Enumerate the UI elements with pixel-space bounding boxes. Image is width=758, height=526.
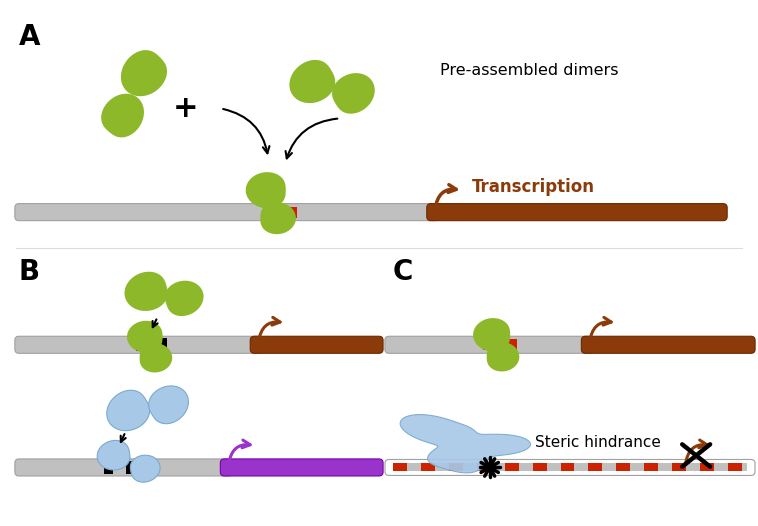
Polygon shape: [102, 94, 144, 137]
Bar: [105, 461, 113, 474]
FancyBboxPatch shape: [15, 204, 439, 221]
FancyBboxPatch shape: [15, 459, 233, 476]
Polygon shape: [400, 414, 531, 473]
Text: Pre-assembled dimers: Pre-assembled dimers: [440, 63, 619, 78]
FancyBboxPatch shape: [581, 336, 755, 353]
FancyBboxPatch shape: [15, 336, 262, 353]
Bar: [672, 463, 686, 471]
Bar: [644, 463, 658, 471]
Text: +: +: [173, 94, 199, 123]
Text: B: B: [19, 258, 40, 286]
Bar: [126, 461, 135, 474]
Polygon shape: [124, 272, 168, 311]
Polygon shape: [121, 50, 167, 96]
Bar: [506, 339, 517, 350]
Text: A: A: [19, 23, 40, 50]
Bar: [728, 463, 742, 471]
Bar: [477, 463, 490, 471]
Polygon shape: [164, 281, 204, 316]
Bar: [714, 463, 728, 471]
Bar: [631, 463, 644, 471]
FancyBboxPatch shape: [427, 204, 727, 221]
Bar: [490, 463, 505, 471]
Bar: [616, 463, 631, 471]
Polygon shape: [107, 390, 149, 431]
Bar: [263, 207, 274, 218]
Polygon shape: [487, 342, 519, 371]
Bar: [742, 463, 747, 471]
Bar: [603, 463, 616, 471]
Polygon shape: [332, 73, 374, 114]
Bar: [393, 463, 407, 471]
Bar: [136, 338, 145, 351]
Polygon shape: [246, 172, 286, 208]
Bar: [560, 463, 575, 471]
Bar: [686, 463, 700, 471]
Polygon shape: [290, 60, 335, 103]
FancyBboxPatch shape: [221, 459, 383, 476]
Bar: [588, 463, 603, 471]
Bar: [533, 463, 547, 471]
Bar: [547, 463, 560, 471]
Text: Steric hindrance: Steric hindrance: [534, 434, 660, 450]
Bar: [435, 463, 449, 471]
Polygon shape: [127, 321, 162, 353]
Bar: [575, 463, 588, 471]
Text: Transcription: Transcription: [471, 178, 595, 196]
Bar: [421, 463, 435, 471]
Bar: [518, 463, 533, 471]
Bar: [505, 463, 518, 471]
Text: C: C: [393, 258, 413, 286]
Polygon shape: [473, 318, 510, 351]
Bar: [463, 463, 477, 471]
Polygon shape: [139, 343, 172, 372]
Bar: [449, 463, 463, 471]
Polygon shape: [149, 386, 189, 423]
FancyBboxPatch shape: [385, 336, 594, 353]
Bar: [658, 463, 672, 471]
Bar: [158, 338, 167, 351]
Bar: [483, 339, 493, 350]
FancyBboxPatch shape: [250, 336, 383, 353]
Polygon shape: [260, 202, 296, 234]
Polygon shape: [130, 455, 160, 482]
Bar: [407, 463, 421, 471]
Bar: [287, 207, 297, 218]
Bar: [700, 463, 714, 471]
Polygon shape: [97, 440, 130, 470]
